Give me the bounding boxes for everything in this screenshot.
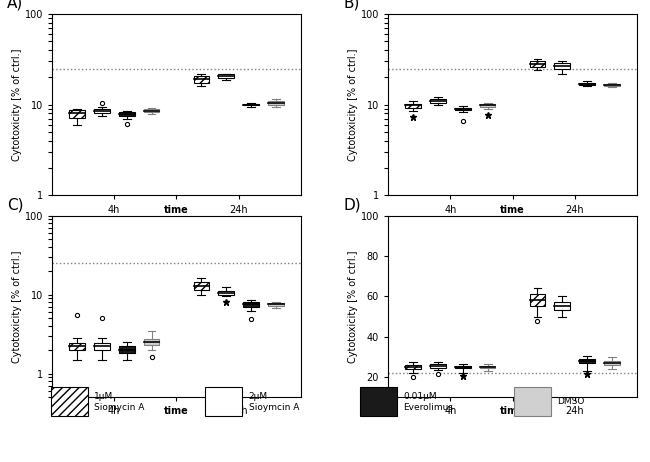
Bar [430,364,446,368]
Bar [144,340,159,345]
Bar [205,387,242,416]
Bar [604,84,620,86]
Bar [268,101,284,105]
Bar [360,387,396,416]
Text: DMSO: DMSO [558,397,585,406]
Bar [119,346,135,353]
Text: B): B) [343,0,359,10]
Bar [119,113,135,116]
Bar [144,109,159,113]
Bar [480,104,495,107]
Text: A): A) [7,0,23,10]
Y-axis label: Cytotoxicity [% of ctrl.]: Cytotoxicity [% of ctrl.] [12,49,22,161]
Text: C): C) [7,197,23,212]
Bar [530,61,545,67]
Bar [94,343,110,350]
Text: 1μM
Siomycin A: 1μM Siomycin A [94,392,144,412]
Text: 0.01μM
Everolimus: 0.01μM Everolimus [403,392,453,412]
Bar [480,366,495,368]
Bar [455,108,471,110]
Bar [243,302,259,307]
Bar [69,109,84,118]
Bar [51,387,88,416]
Bar [218,292,234,295]
Bar [455,366,471,368]
Y-axis label: Cytotoxicity [% of ctrl.]: Cytotoxicity [% of ctrl.] [348,250,358,363]
Bar [405,365,421,369]
Bar [94,109,110,114]
Text: 2μM
Sioymcin A: 2μM Sioymcin A [249,392,299,412]
Bar [530,294,545,306]
Bar [579,359,595,363]
Y-axis label: Cytotoxicity [% of ctrl.]: Cytotoxicity [% of ctrl.] [12,250,22,363]
Bar [243,104,259,105]
Bar [579,83,595,85]
Bar [194,282,209,290]
Bar [430,99,446,103]
Bar [69,343,84,350]
Bar [405,103,421,108]
Bar [194,76,209,83]
Text: D): D) [343,197,361,212]
Bar [268,303,284,306]
Y-axis label: Cytotoxicity [% of ctrl.]: Cytotoxicity [% of ctrl.] [348,49,358,161]
Bar [554,303,570,310]
Bar [218,74,234,79]
Bar [514,387,551,416]
Bar [604,361,620,365]
Bar [554,63,570,69]
